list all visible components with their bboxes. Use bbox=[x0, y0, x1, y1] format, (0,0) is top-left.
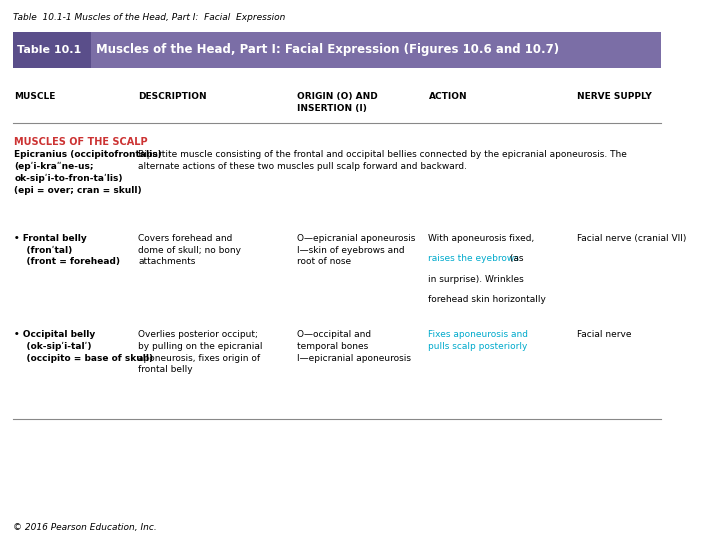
Text: Fixes aponeurosis and
pulls scalp posteriorly: Fixes aponeurosis and pulls scalp poster… bbox=[428, 330, 528, 351]
Text: NERVE SUPPLY: NERVE SUPPLY bbox=[577, 92, 652, 101]
Text: DESCRIPTION: DESCRIPTION bbox=[138, 92, 207, 101]
Text: Table  10.1-1 Muscles of the Head, Part I:  Facial  Expression: Table 10.1-1 Muscles of the Head, Part I… bbox=[14, 14, 286, 23]
Text: Epicranius (occipitofrontalis)
(epʹi-kraʺne-us;
ok-sipʹi-to-fron-taʹlis)
(epi = : Epicranius (occipitofrontalis) (epʹi-kra… bbox=[14, 150, 162, 195]
Text: • Frontal belly
    (fronʹtal)
    (front = forehead): • Frontal belly (fronʹtal) (front = fore… bbox=[14, 234, 120, 266]
Text: Facial nerve (cranial VII): Facial nerve (cranial VII) bbox=[577, 234, 686, 243]
Text: © 2016 Pearson Education, Inc.: © 2016 Pearson Education, Inc. bbox=[14, 523, 157, 532]
Text: MUSCLES OF THE SCALP: MUSCLES OF THE SCALP bbox=[14, 137, 148, 147]
Text: ORIGIN (O) AND
INSERTION (I): ORIGIN (O) AND INSERTION (I) bbox=[297, 92, 377, 113]
Text: forehead skin horizontally: forehead skin horizontally bbox=[428, 295, 546, 305]
Text: • Occipital belly
    (ok-sipʹi-talʹ)
    (occipito = base of skull): • Occipital belly (ok-sipʹi-talʹ) (occip… bbox=[14, 330, 153, 363]
Text: Bipartite muscle consisting of the frontal and occipital bellies connected by th: Bipartite muscle consisting of the front… bbox=[138, 150, 627, 171]
FancyBboxPatch shape bbox=[91, 32, 661, 68]
Text: ACTION: ACTION bbox=[428, 92, 467, 101]
Text: MUSCLE: MUSCLE bbox=[14, 92, 55, 101]
Text: in surprise). Wrinkles: in surprise). Wrinkles bbox=[428, 275, 524, 284]
FancyBboxPatch shape bbox=[14, 32, 91, 68]
Text: Table 10.1: Table 10.1 bbox=[17, 45, 81, 55]
Text: O—epicranial aponeurosis
I—skin of eyebrows and
root of nose: O—epicranial aponeurosis I—skin of eyebr… bbox=[297, 234, 415, 266]
Text: (as: (as bbox=[508, 254, 524, 264]
Text: Facial nerve: Facial nerve bbox=[577, 330, 631, 339]
Text: Overlies posterior occiput;
by pulling on the epicranial
aponeurosis, fixes orig: Overlies posterior occiput; by pulling o… bbox=[138, 330, 263, 374]
Text: Muscles of the Head, Part I: Facial Expression (Figures 10.6 and 10.7): Muscles of the Head, Part I: Facial Expr… bbox=[96, 43, 559, 57]
Text: O—occipital and
temporal bones
I—epicranial aponeurosis: O—occipital and temporal bones I—epicran… bbox=[297, 330, 411, 362]
Text: With aponeurosis fixed,: With aponeurosis fixed, bbox=[428, 234, 535, 243]
Text: raises the eyebrows: raises the eyebrows bbox=[428, 254, 519, 264]
Text: Covers forehead and
dome of skull; no bony
attachments: Covers forehead and dome of skull; no bo… bbox=[138, 234, 241, 266]
